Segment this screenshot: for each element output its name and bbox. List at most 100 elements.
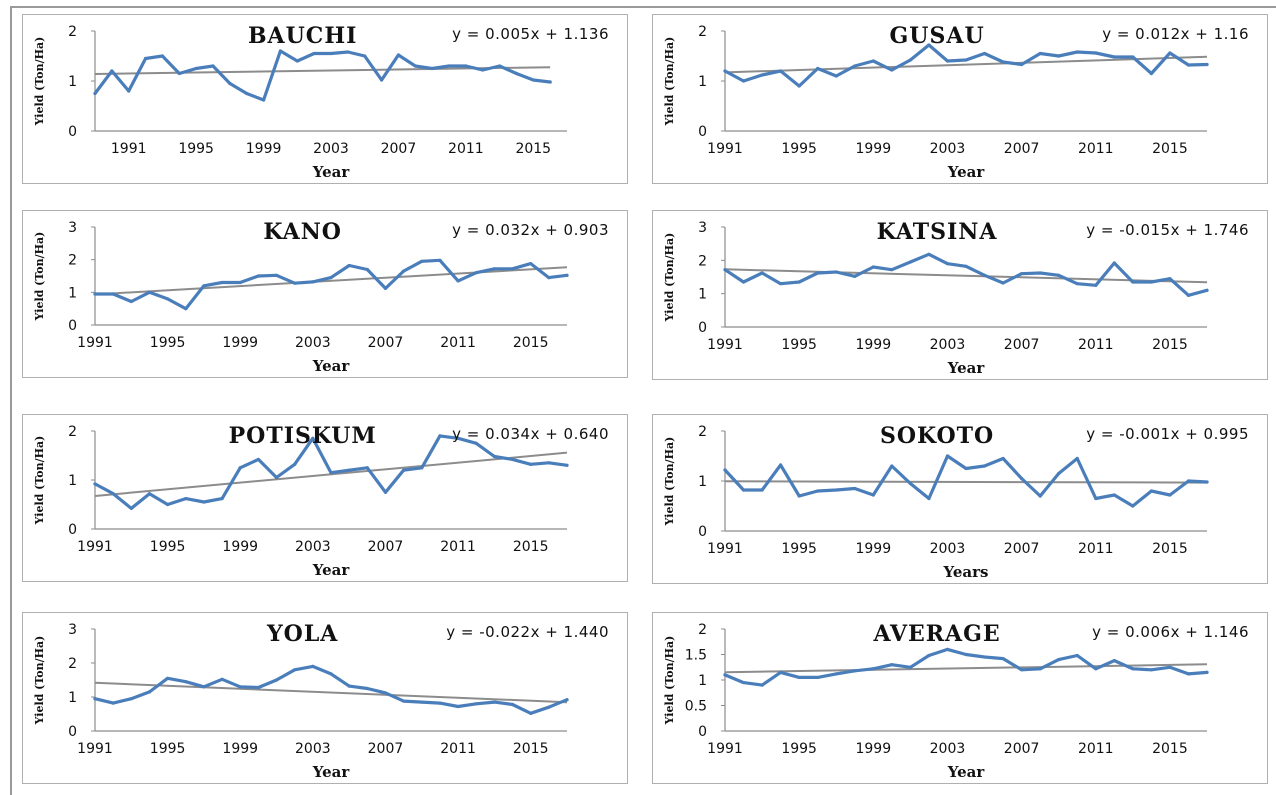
average-x-tick-label: 1991 — [707, 741, 743, 757]
potiskum-y-axis-title: Yield (Ton/Ha) — [33, 436, 46, 526]
katsina-data-point — [927, 252, 931, 256]
yola-data-point — [565, 698, 569, 702]
average-data-point — [1149, 668, 1153, 672]
katsina-data-point — [760, 271, 764, 275]
katsina-data-point — [945, 262, 950, 266]
yola-trendline-equation: y = -0.022x + 1.440 — [446, 623, 609, 641]
sokoto-x-tick-label: 2003 — [930, 541, 966, 557]
kano-data-point — [220, 280, 224, 285]
kano-data-point — [238, 280, 242, 285]
kano-x-tick-label: 1999 — [222, 335, 258, 351]
sokoto-data-point — [741, 488, 746, 492]
gusau-data-point — [741, 79, 746, 83]
potiskum-trendline — [94, 451, 568, 497]
kano-data-point — [93, 292, 97, 296]
bauchi-data-point — [464, 64, 468, 68]
yola-trendline — [94, 681, 568, 704]
bauchi-data-point — [447, 64, 451, 68]
average-x-tick-label: 2011 — [1078, 741, 1114, 757]
average-data-point — [945, 647, 950, 651]
kano-x-tick-label: 2015 — [513, 335, 549, 351]
bauchi-data-point — [127, 89, 131, 93]
sokoto-data-point — [1131, 504, 1135, 508]
sokoto-x-tick-label: 2015 — [1152, 541, 1188, 557]
bauchi-data-point — [93, 91, 97, 96]
bauchi-title: BAUCHI — [248, 23, 357, 49]
gusau-data-point — [853, 64, 857, 68]
gusau-x-axis-title: Year — [947, 163, 986, 181]
katsina-data-point — [871, 265, 875, 269]
average-data-point — [853, 669, 857, 673]
average-data-point — [760, 683, 764, 687]
yola-data-point — [402, 699, 406, 703]
katsina-data-point — [908, 260, 912, 264]
yola-plot: 0 1 2 3 1991 1995 1999 2003 2007 2011 2015 Year Yiel… — [33, 621, 609, 781]
average-data-point — [1168, 665, 1172, 669]
potiskum-x-tick-label: 2007 — [368, 539, 404, 555]
average-y-tick-label: 2 — [698, 622, 707, 638]
kano-data-point — [510, 267, 515, 271]
sokoto-x-tick-label: 1991 — [707, 541, 743, 557]
gusau-x-tick-label: 2011 — [1078, 141, 1114, 157]
katsina-y-tick-label: 3 — [698, 220, 707, 236]
kano-data-point — [166, 297, 170, 301]
gusau-data-point — [1131, 55, 1135, 59]
average-y-tick-label: 1 — [698, 673, 707, 689]
sokoto-data-point — [1205, 480, 1209, 484]
yola-data-point — [547, 705, 551, 709]
sokoto-data-point — [723, 468, 727, 472]
yola-data-point — [365, 686, 369, 691]
katsina-x-tick-label: 1999 — [855, 337, 891, 353]
katsina-data-point — [982, 273, 987, 277]
potiskum-data-point — [166, 502, 170, 507]
average-y-tick-label: 0.5 — [685, 699, 707, 715]
yola-x-axis-title: Year — [312, 763, 351, 781]
kano-x-axis-title: Year — [312, 357, 351, 375]
katsina-y-tick-label: 0 — [698, 320, 707, 336]
bauchi-data-point — [228, 81, 232, 86]
sokoto-data-point — [1149, 489, 1153, 493]
bauchi-y-axis-title: Yield (Ton/Ha) — [33, 37, 46, 127]
katsina-data-point — [1205, 288, 1209, 292]
kano-trendline-equation: y = 0.032x + 0.903 — [452, 221, 609, 239]
katsina-data-point — [1168, 277, 1172, 281]
katsina-data-point — [834, 270, 838, 274]
gusau-data-point — [1186, 63, 1191, 67]
kano-data-point — [311, 280, 315, 284]
kano-data-point — [184, 307, 188, 311]
katsina-data-point — [779, 282, 783, 286]
bauchi-data-point — [379, 78, 384, 82]
average-data-point — [1057, 658, 1061, 662]
gusau-data-point — [1038, 51, 1042, 56]
kano-data-point — [456, 279, 460, 283]
average-data-point — [1131, 667, 1135, 671]
sokoto-data-point — [964, 466, 968, 471]
gusau-plot: 0 1 2 1991 1995 1999 2003 2007 2011 2015 Year Yield… — [663, 23, 1249, 181]
katsina-data-point — [890, 268, 894, 272]
yola-data-point — [510, 702, 515, 707]
bauchi-data-point — [312, 51, 316, 56]
yola-x-tick-label: 1991 — [77, 741, 113, 757]
katsina-plot: 0 1 2 3 1991 1995 1999 2003 2007 2011 2015 Year Yiel… — [663, 219, 1249, 377]
gusau-x-tick-label: 1999 — [855, 141, 891, 157]
potiskum-data-point — [311, 436, 315, 440]
yola-data-point — [293, 668, 297, 672]
yola-data-point — [329, 672, 333, 676]
kano-data-point — [111, 292, 115, 296]
bauchi-data-point — [430, 66, 434, 71]
kano-series-line — [93, 258, 569, 311]
kano-x-tick-label: 2007 — [368, 335, 404, 351]
kano-data-point — [202, 284, 206, 288]
gusau-data-point — [1112, 55, 1116, 59]
katsina-data-point — [1038, 271, 1042, 275]
kano-x-tick-label: 1991 — [77, 335, 113, 351]
yola-data-point — [147, 690, 152, 694]
chart-panel-katsina: 0 1 2 3 1991 1995 1999 2003 2007 2011 2015 Year Yiel… — [652, 210, 1268, 380]
bauchi-data-point — [329, 51, 333, 56]
bauchi-data-point — [261, 98, 266, 102]
average-data-point — [723, 673, 727, 677]
bauchi-data-point — [481, 68, 485, 72]
gusau-data-point — [1075, 50, 1079, 54]
potiskum-x-tick-label: 2003 — [295, 539, 331, 555]
